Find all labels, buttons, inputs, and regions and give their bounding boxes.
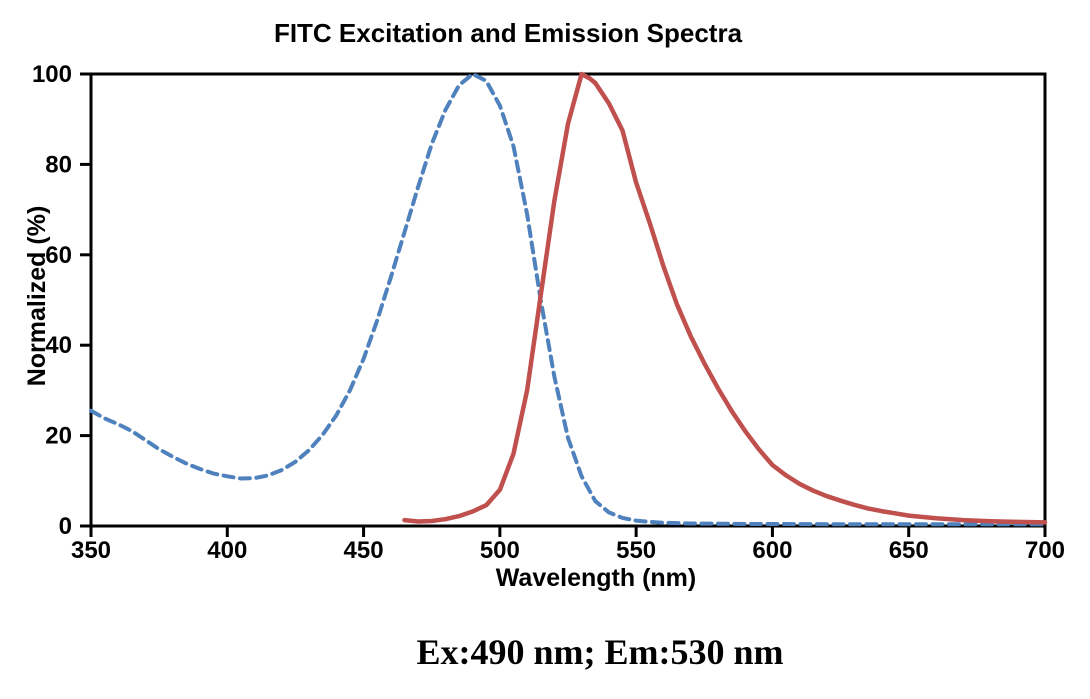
axes: 350 400 450 500 550 600 650 700 0 20 40 60 80 100 xyxy=(32,61,1065,564)
series-lines xyxy=(89,71,1048,527)
x-tick-label: 650 xyxy=(889,537,929,564)
x-tick-label: 700 xyxy=(1025,537,1065,564)
y-tick-label: 60 xyxy=(45,242,72,269)
y-tick-label: 100 xyxy=(32,61,72,88)
y-tick-label: 20 xyxy=(45,423,72,450)
y-tick-label: 0 xyxy=(59,513,72,540)
series-excitation-line xyxy=(89,72,1047,527)
x-tick-label: 550 xyxy=(616,537,656,564)
x-tick-label: 600 xyxy=(752,537,792,564)
chart-title: FITC Excitation and Emission Spectra xyxy=(274,18,743,48)
x-tick-label: 500 xyxy=(480,537,520,564)
y-axis-label: Normalized (%) xyxy=(23,206,51,387)
x-tick-label: 350 xyxy=(71,537,111,564)
spectra-caption: Ex:490 nm; Em:530 nm xyxy=(417,632,784,672)
plot-border xyxy=(89,72,1047,528)
y-tick-label: 80 xyxy=(45,151,72,178)
x-tick-label: 450 xyxy=(344,537,384,564)
y-tick-label: 40 xyxy=(45,332,72,359)
series-emission-line xyxy=(402,71,1048,525)
x-axis-label: Wavelength (nm) xyxy=(496,564,696,592)
x-tick-label: 400 xyxy=(207,537,247,564)
